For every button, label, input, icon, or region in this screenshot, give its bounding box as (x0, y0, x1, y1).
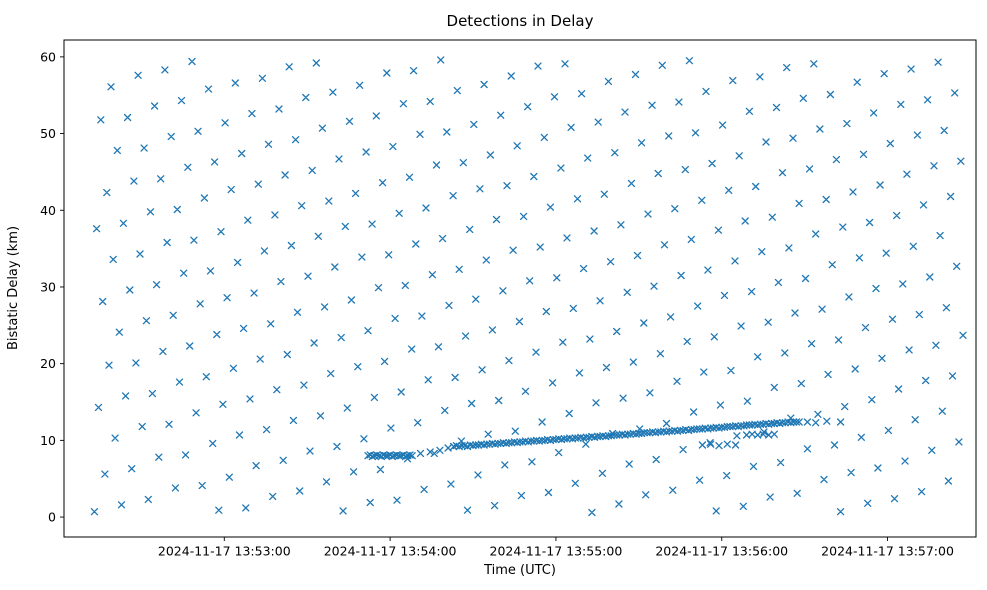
x-tick-label: 2024-11-17 13:56:00 (655, 544, 788, 559)
y-tick-label: 20 (40, 356, 56, 371)
x-axis-label: Time (UTC) (483, 563, 556, 578)
y-tick-label: 40 (40, 203, 56, 218)
y-tick-label: 60 (40, 49, 56, 64)
y-tick-label: 0 (48, 510, 56, 525)
x-tick-label: 2024-11-17 13:53:00 (158, 544, 291, 559)
plot-frame (63, 39, 977, 538)
y-tick-label: 50 (40, 126, 56, 141)
plot-dynamic-layer: 2024-11-17 13:53:00 2024-11-17 13:54:00 20… (40, 49, 967, 559)
y-tick-label: 10 (40, 433, 56, 448)
chart-title: Detections in Delay (447, 12, 594, 30)
x-tick-label: 2024-11-17 13:55:00 (490, 544, 623, 559)
x-tick-label: 2024-11-17 13:54:00 (324, 544, 457, 559)
y-axis-label: Bistatic Delay (km) (6, 226, 21, 350)
y-tick-label: 30 (40, 279, 56, 294)
scatter-x-markers (90, 56, 967, 517)
x-tick-label: 2024-11-17 13:57:00 (821, 544, 954, 559)
